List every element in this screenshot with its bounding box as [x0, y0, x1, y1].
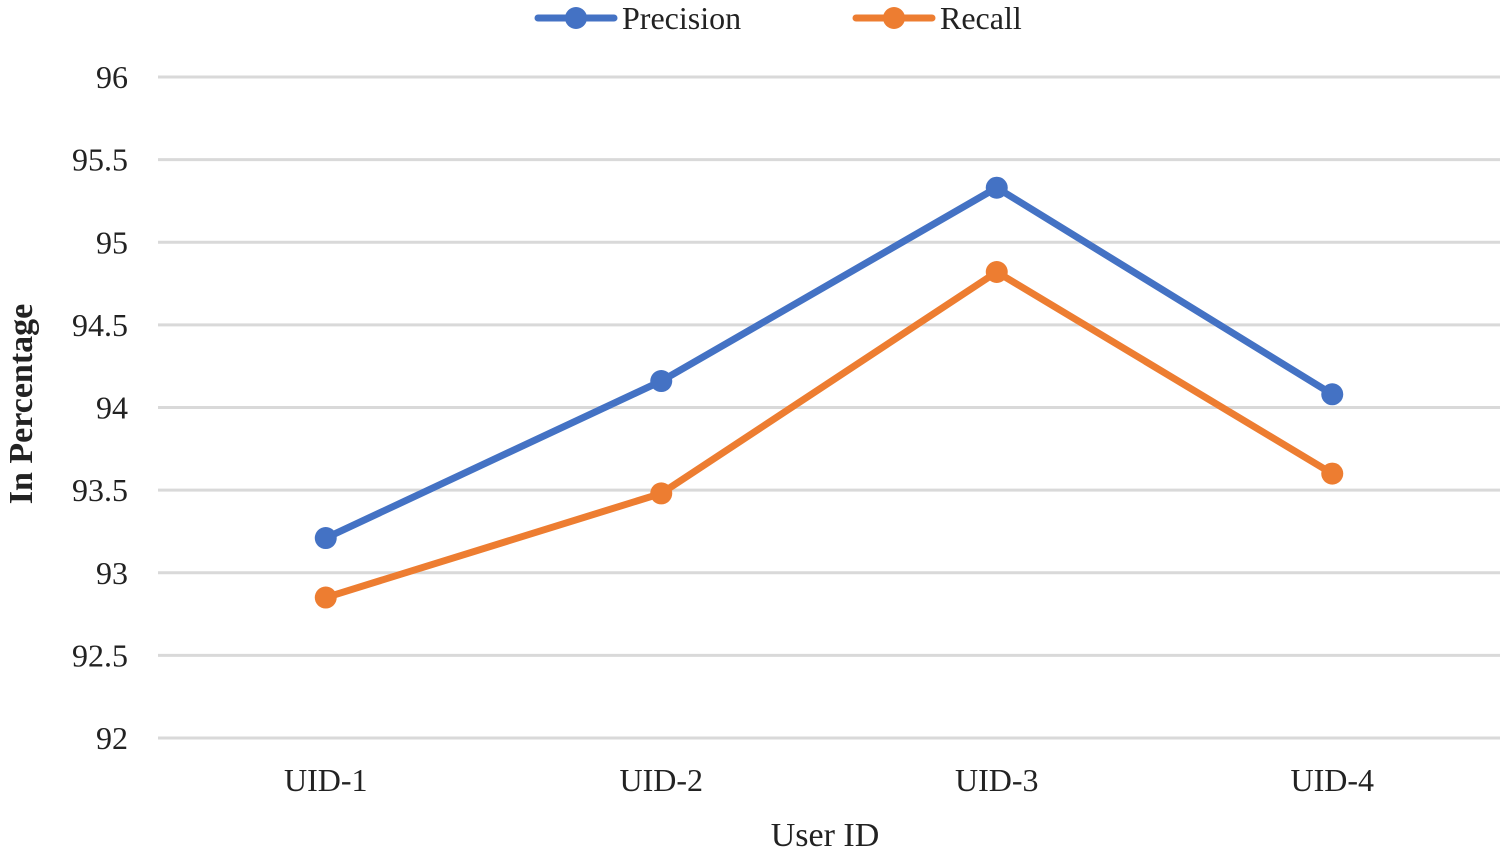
y-tick-label: 96 [96, 59, 128, 95]
legend-swatch-marker [565, 7, 587, 29]
x-tick-label: UID-4 [1290, 762, 1374, 798]
data-point [985, 176, 1008, 199]
y-tick-label: 93 [96, 555, 128, 591]
x-axis-ticks: UID-1 UID-2 UID-3 UID-4 [284, 762, 1374, 798]
y-tick-label: 94.5 [72, 307, 128, 343]
y-tick-label: 94 [96, 390, 128, 426]
series-line [322, 268, 1336, 602]
y-axis-title: In Percentage [3, 304, 40, 504]
legend-label: Precision [622, 0, 741, 36]
gridlines [158, 75, 1500, 740]
x-tick-label: UID-3 [955, 762, 1039, 798]
series-recall [314, 260, 1344, 609]
y-tick-label: 93.5 [72, 472, 128, 508]
data-point [985, 260, 1008, 283]
y-tick-label: 95.5 [72, 142, 128, 178]
data-point [314, 527, 337, 550]
data-point [314, 586, 337, 609]
y-tick-label: 92.5 [72, 637, 128, 673]
legend-item-precision: Precision [534, 0, 741, 36]
series-precision [314, 176, 1344, 550]
data-point [650, 370, 673, 393]
data-point [1321, 383, 1344, 406]
data-point [650, 482, 673, 505]
y-axis-ticks: 92 92.5 93 93.5 94 94.5 95 95.5 96 [72, 59, 128, 756]
series-line [322, 184, 1336, 542]
data-point [1321, 462, 1344, 485]
legend-swatch-marker [883, 7, 905, 29]
x-axis-title: User ID [771, 817, 880, 854]
series-layer [314, 176, 1344, 609]
x-tick-label: UID-1 [284, 762, 368, 798]
legend-label: Recall [940, 0, 1022, 36]
y-tick-label: 92 [96, 720, 128, 756]
legend-item-recall: Recall [852, 0, 1022, 36]
x-tick-label: UID-2 [619, 762, 703, 798]
legend: Precision Recall [534, 0, 1022, 36]
y-tick-label: 95 [96, 224, 128, 260]
